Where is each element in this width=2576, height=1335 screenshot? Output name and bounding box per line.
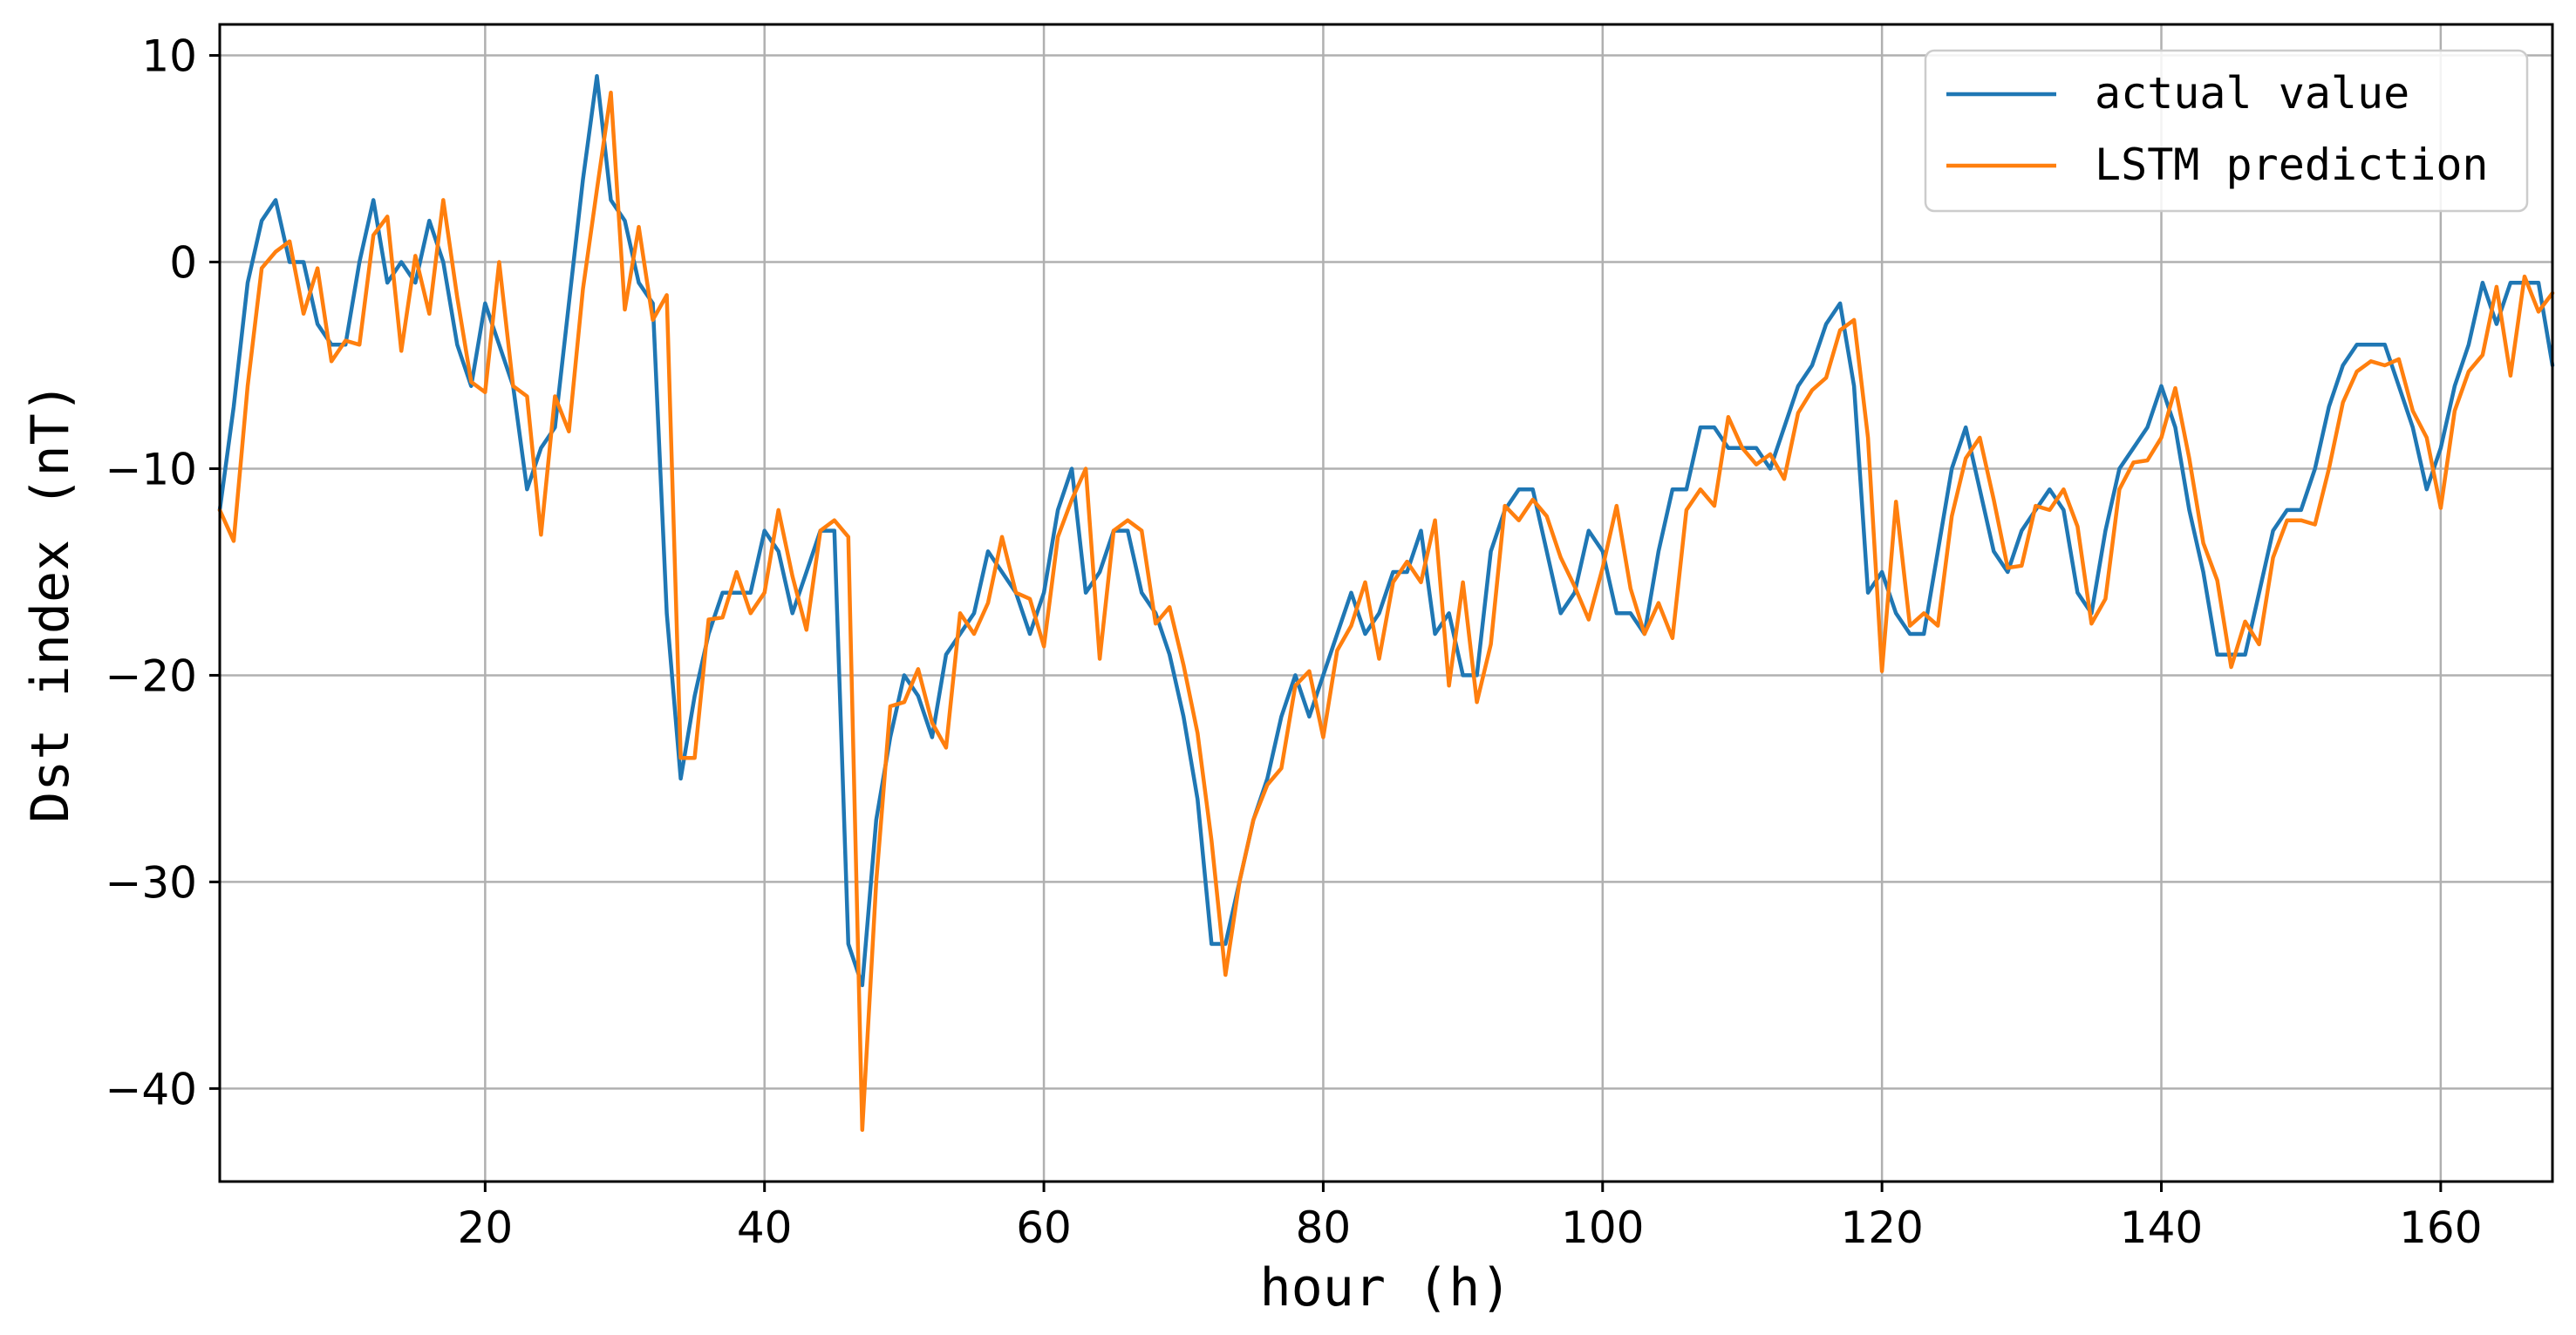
x-axis-label: hour (h): [1260, 1257, 1512, 1318]
y-tick-label: 10: [141, 31, 197, 82]
y-axis-label: Dst index (nT): [20, 382, 81, 823]
x-tick-label: 140: [2120, 1202, 2203, 1253]
x-tick-label: 60: [1016, 1202, 1072, 1253]
grid-lines: [220, 24, 2552, 1182]
x-tick-label: 100: [1561, 1202, 1644, 1253]
y-tick-label: 0: [169, 238, 197, 289]
legend-label-actual-value: actual value: [2095, 68, 2409, 119]
legend-label-lstm-prediction: LSTM prediction: [2095, 140, 2489, 190]
series-line-lstm-prediction: [217, 90, 2555, 1133]
y-axis-ticks: 10 0 −10 −20 −30 −40: [105, 31, 220, 1114]
x-axis-ticks: 20 40 60 80 100 120 140 160: [458, 1182, 2483, 1253]
x-tick-label: 20: [458, 1202, 514, 1253]
plot-frame: [218, 23, 2554, 1183]
y-tick-label: −40: [105, 1064, 197, 1114]
legend-box: [1924, 49, 2529, 213]
x-tick-label: 160: [2399, 1202, 2482, 1253]
x-tick-label: 80: [1296, 1202, 1352, 1253]
y-tick-label: −10: [105, 444, 197, 494]
y-tick-label: −20: [105, 650, 197, 701]
x-tick-label: 120: [1840, 1202, 1923, 1253]
legend: actual value LSTM prediction: [1924, 49, 2529, 213]
series-lines: [217, 73, 2555, 1133]
y-tick-label: −30: [105, 857, 197, 908]
series-line-actual-value: [217, 73, 2555, 988]
x-tick-label: 40: [737, 1202, 793, 1253]
